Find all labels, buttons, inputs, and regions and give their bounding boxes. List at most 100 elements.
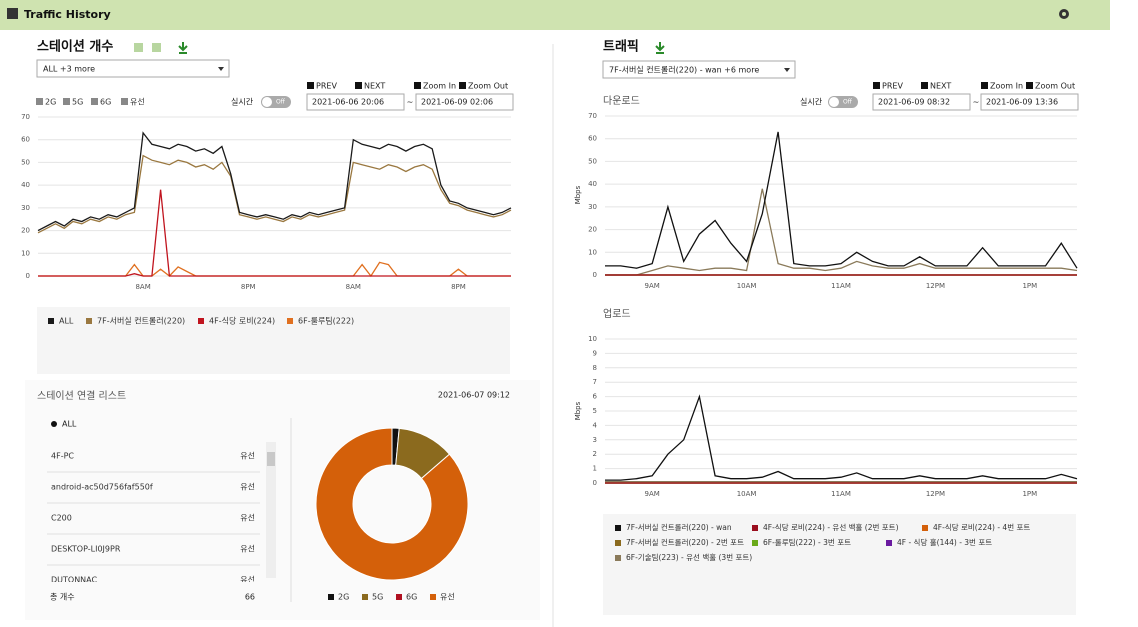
- checkbox-label: 2G: [45, 98, 56, 107]
- download-icon[interactable]: [178, 42, 188, 54]
- checkbox-label: 6G: [100, 98, 111, 107]
- y-tick-label: 60: [21, 136, 30, 144]
- y-axis-label: Mbps: [574, 401, 582, 420]
- start-date-text: 2021-06-09 08:32: [878, 98, 950, 107]
- list-time: 2021-06-07 09:12: [438, 391, 510, 400]
- y-tick-label: 70: [21, 113, 30, 121]
- zoom-out-icon[interactable]: [1026, 82, 1033, 89]
- y-tick-label: 60: [588, 135, 597, 143]
- x-tick-label: 8AM: [135, 283, 150, 291]
- row-name[interactable]: DESKTOP-LI0J9PR: [51, 545, 121, 554]
- legend-label: 5G: [372, 593, 383, 602]
- total-label: 총 개수: [50, 592, 75, 602]
- data-line: [37, 154, 512, 234]
- filter-dropdown[interactable]: [602, 60, 796, 79]
- scrollbar[interactable]: [266, 442, 276, 578]
- next-button[interactable]: NEXT: [364, 82, 385, 91]
- scroll-thumb[interactable]: [267, 452, 275, 466]
- prev-button[interactable]: PREV: [316, 82, 337, 91]
- checkbox[interactable]: [121, 98, 128, 105]
- legend-label: 2G: [338, 593, 349, 602]
- zoom-out-button[interactable]: Zoom Out: [468, 82, 508, 91]
- x-tick-label: 9AM: [645, 490, 660, 498]
- zoom-out-button[interactable]: Zoom Out: [1035, 82, 1075, 91]
- header-bar: [0, 0, 1110, 30]
- start-date[interactable]: [306, 93, 405, 111]
- legend-swatch: [615, 540, 621, 546]
- x-tick-label: 1PM: [1022, 282, 1037, 290]
- y-tick-label: 8: [593, 364, 597, 372]
- data-line: [605, 188, 1078, 276]
- legend-swatch: [362, 594, 368, 600]
- legend-swatch: [615, 525, 621, 531]
- checkbox[interactable]: [63, 98, 70, 105]
- legend-label: 4F-식당 로비(224) - 유선 백홀 (2번 포트): [763, 522, 899, 532]
- y-tick-label: 10: [21, 249, 30, 257]
- data-line: [38, 189, 511, 277]
- legend-swatch: [86, 318, 92, 324]
- end-date[interactable]: [980, 93, 1079, 111]
- legend-swatch: [430, 594, 436, 600]
- y-tick-label: 3: [593, 436, 597, 444]
- row-type: 유선: [240, 483, 255, 492]
- panel-title: 트래픽: [603, 39, 639, 55]
- filter-dropdown[interactable]: [36, 59, 230, 78]
- legend-label: 6F-룰루팀(222): [298, 316, 354, 326]
- y-tick-label: 6: [593, 393, 598, 401]
- row-name[interactable]: DUTONNAC: [51, 576, 98, 585]
- x-tick-label: 8PM: [241, 283, 256, 291]
- all-label[interactable]: ALL: [62, 420, 77, 429]
- chart-title: 업로드: [603, 307, 631, 320]
- x-tick-label: 8PM: [451, 283, 466, 291]
- legend-label: 4F - 식당 홀(144) - 3번 포트: [897, 537, 992, 547]
- x-tick-label: 1PM: [1022, 490, 1037, 498]
- y-tick-label: 1: [593, 465, 597, 473]
- zoom-in-icon[interactable]: [981, 82, 988, 89]
- row-name[interactable]: android-ac50d756faf550f: [51, 483, 153, 492]
- next-icon[interactable]: [355, 82, 362, 89]
- dropdown-arrow: [218, 67, 224, 71]
- date-separator: ~: [973, 98, 980, 107]
- download-icon[interactable]: [655, 42, 665, 54]
- prev-icon[interactable]: [307, 82, 314, 89]
- checkbox[interactable]: [91, 98, 98, 105]
- legend-swatch: [886, 540, 892, 546]
- y-axis-label: Mbps: [574, 185, 582, 204]
- legend-swatch: [198, 318, 204, 324]
- zoom-out-icon[interactable]: [459, 82, 466, 89]
- y-tick-label: 7: [593, 378, 597, 386]
- checkbox-label: 유선: [130, 98, 145, 107]
- realtime-label: 실시간: [231, 97, 254, 107]
- data-line: [605, 394, 1078, 481]
- y-tick-label: 50: [588, 157, 597, 165]
- zoom-in-button[interactable]: Zoom In: [423, 82, 456, 91]
- start-date[interactable]: [872, 93, 971, 111]
- toolbar-icon[interactable]: [134, 43, 143, 52]
- row-name[interactable]: 4F-PC: [51, 452, 74, 461]
- prev-button[interactable]: PREV: [882, 82, 903, 91]
- y-tick-label: 30: [588, 203, 597, 211]
- zoom-in-button[interactable]: Zoom In: [990, 82, 1023, 91]
- row-name[interactable]: C200: [51, 514, 72, 523]
- legend-swatch: [922, 525, 928, 531]
- zoom-in-icon[interactable]: [414, 82, 421, 89]
- y-tick-label: 20: [588, 226, 597, 234]
- prev-icon[interactable]: [873, 82, 880, 89]
- y-tick-label: 70: [588, 112, 597, 120]
- x-tick-label: 10AM: [737, 490, 757, 498]
- legend-swatch: [48, 318, 54, 324]
- settings-icon-hole: [1062, 12, 1066, 16]
- next-button[interactable]: NEXT: [930, 82, 951, 91]
- next-icon[interactable]: [921, 82, 928, 89]
- legend-label: 6F-기술팀(223) - 유선 백홀 (3번 포트): [626, 552, 752, 562]
- toolbar-icon[interactable]: [152, 43, 161, 52]
- realtime-label: 실시간: [800, 97, 823, 107]
- row-type: 유선: [240, 452, 255, 461]
- legend-swatch: [615, 555, 621, 561]
- checkbox[interactable]: [36, 98, 43, 105]
- x-tick-label: 8AM: [346, 283, 361, 291]
- data-line: [37, 131, 512, 232]
- legend-label: 7F-서버실 컨트롤러(220) - 2번 포트: [626, 537, 744, 547]
- end-date[interactable]: [415, 93, 514, 111]
- toggle-text: Off: [276, 99, 286, 106]
